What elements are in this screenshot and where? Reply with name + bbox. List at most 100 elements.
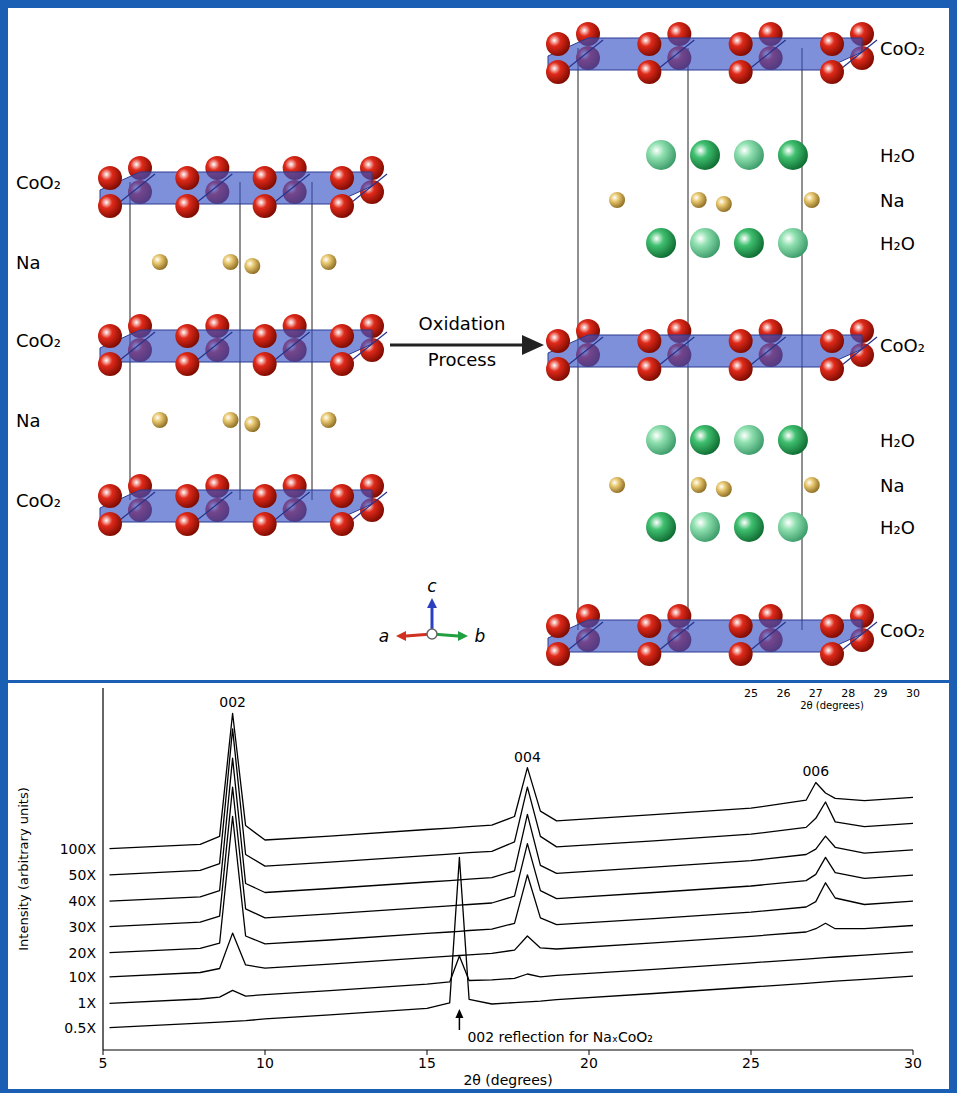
x-tick-label: 25 (742, 1055, 760, 1071)
layer-label: Na (880, 475, 905, 496)
atom (820, 642, 844, 666)
water-layer (646, 228, 808, 258)
atom (820, 357, 844, 381)
atom (253, 166, 277, 190)
top-tick-label: 27 (809, 687, 823, 700)
atom (609, 477, 625, 493)
atom (152, 254, 168, 270)
bond (120, 332, 155, 360)
atom (690, 228, 720, 258)
bond (120, 174, 155, 202)
atom (820, 329, 844, 353)
atom (734, 140, 764, 170)
atom (330, 166, 354, 190)
x-axis-title: 2θ (degrees) (463, 1072, 552, 1088)
atom (175, 166, 199, 190)
atom (320, 412, 336, 428)
xrd-chart: 510152025302θ (degrees)Intensity (arbitr… (16, 687, 922, 1088)
bond (568, 622, 603, 650)
atom (646, 425, 676, 455)
series-label: 30X (69, 919, 97, 935)
structure (546, 22, 877, 666)
coo2-slab (98, 314, 387, 376)
bond (842, 40, 877, 68)
top-axis-title: 2θ (degrees) (800, 700, 864, 711)
coo2-slab (546, 604, 877, 666)
atom (729, 614, 753, 638)
bond (197, 332, 232, 360)
y-axis (102, 688, 103, 1050)
atom (734, 228, 764, 258)
peak-label: 004 (514, 749, 541, 765)
atom (98, 166, 122, 190)
page: CoO₂NaCoO₂NaCoO₂CoO₂H₂ONaH₂OCoO₂H₂ONaH₂O… (0, 0, 957, 1093)
peak-label: 002 (219, 694, 246, 710)
xrd-trace (110, 817, 914, 953)
bond (352, 332, 387, 360)
xrd-trace (110, 923, 914, 977)
water-layer (646, 425, 808, 455)
axis-letter: a (379, 626, 389, 646)
arrow-shaft (390, 344, 528, 347)
process-arrow: OxidationProcess (390, 313, 544, 370)
octahedra-layer (548, 38, 862, 70)
bond (197, 492, 232, 520)
bond (275, 492, 310, 520)
bond (275, 332, 310, 360)
water-layer (646, 140, 808, 170)
atom (253, 352, 277, 376)
layer-label: Na (16, 252, 41, 273)
arrow-label: Process (428, 349, 496, 370)
bond (568, 40, 603, 68)
layer-label: H₂O (880, 430, 915, 451)
atom (778, 425, 808, 455)
bond (659, 40, 694, 68)
atom (244, 258, 260, 274)
atom (690, 425, 720, 455)
atom (729, 60, 753, 84)
background (0, 0, 957, 1093)
atom (820, 60, 844, 84)
water-layer (646, 512, 808, 542)
atom (729, 357, 753, 381)
layer-label: Na (16, 410, 41, 431)
series-label: 40X (69, 893, 97, 909)
bond (197, 174, 232, 202)
layer-label: CoO₂ (880, 335, 925, 356)
atom (98, 352, 122, 376)
atom (223, 254, 239, 270)
bond (659, 337, 694, 365)
series-label: 50X (69, 867, 97, 883)
peak-label: 006 (802, 763, 829, 779)
atom (98, 512, 122, 536)
layer-label: CoO₂ (16, 172, 61, 193)
x-tick-label: 30 (904, 1055, 922, 1071)
atom (253, 324, 277, 348)
bond (751, 40, 786, 68)
atom (320, 254, 336, 270)
atom (637, 60, 661, 84)
atom (330, 512, 354, 536)
bond (751, 337, 786, 365)
atom (546, 60, 570, 84)
bond (751, 622, 786, 650)
axis-a-head (396, 631, 406, 641)
atom (223, 412, 239, 428)
series-label: 10X (69, 969, 97, 985)
xrd-trace (110, 952, 914, 1003)
bond (120, 492, 155, 520)
axis-b-head (458, 631, 468, 641)
series-label: 0.5X (64, 1020, 96, 1036)
top-tick-label: 30 (906, 687, 920, 700)
traces (110, 713, 914, 1027)
axes-indicator: cab (379, 576, 486, 646)
atom (691, 192, 707, 208)
atom (546, 614, 570, 638)
atom (546, 329, 570, 353)
atom (778, 512, 808, 542)
atom (152, 412, 168, 428)
xrd-trace (110, 758, 914, 901)
atom (330, 484, 354, 508)
atom (175, 512, 199, 536)
x-axis (103, 1049, 913, 1050)
